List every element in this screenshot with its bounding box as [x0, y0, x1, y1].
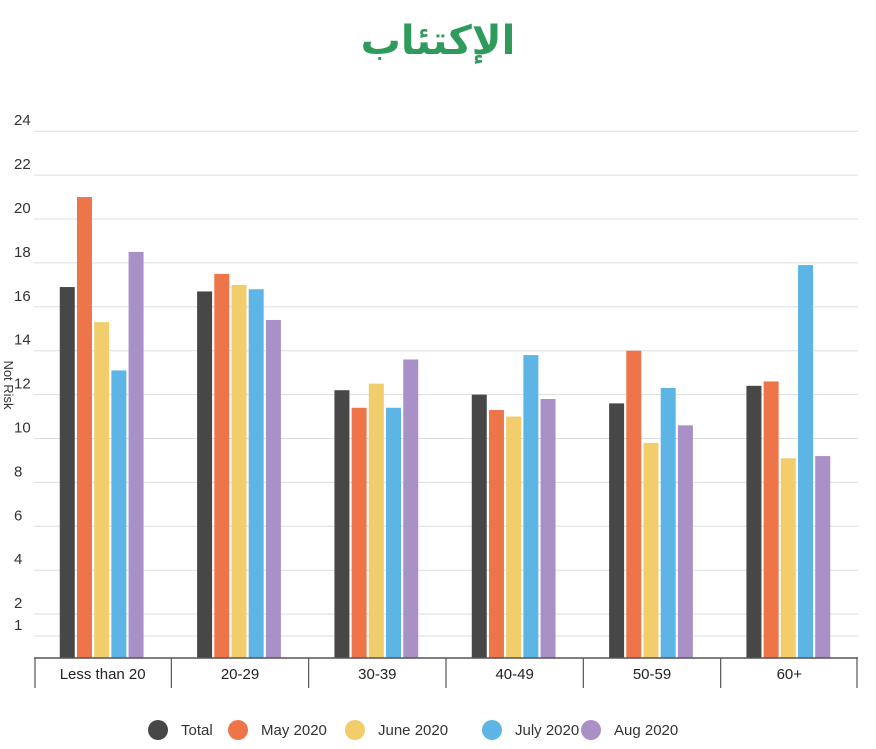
bar-july-2020: [386, 407, 402, 658]
y-tick-label: 6: [14, 507, 22, 524]
bar-may-2020: [76, 197, 92, 659]
legend-item: Aug 2020: [581, 720, 678, 740]
bar-may-2020: [763, 381, 779, 658]
bar-june-2020: [368, 383, 384, 658]
bar-aug-2020: [815, 456, 831, 658]
bar-june-2020: [231, 284, 247, 658]
bar-may-2020: [626, 350, 642, 658]
y-tick-label: 22: [14, 156, 31, 173]
legend-label: Aug 2020: [614, 722, 678, 739]
legend-swatch: [345, 720, 365, 740]
y-tick-label: 4: [14, 551, 22, 568]
bar-total: [197, 291, 213, 658]
bar-july-2020: [248, 289, 264, 658]
legend-swatch: [581, 720, 601, 740]
y-tick-label: 10: [14, 420, 31, 437]
category-label: 60+: [777, 666, 803, 683]
bar-total: [59, 287, 75, 658]
bar-july-2020: [111, 370, 127, 658]
bar-may-2020: [214, 273, 230, 658]
legend-swatch: [148, 720, 168, 740]
bar-aug-2020: [677, 425, 693, 658]
legend-swatch: [228, 720, 248, 740]
bar-june-2020: [643, 442, 659, 658]
legend-item: May 2020: [228, 720, 327, 740]
bar-june-2020: [94, 322, 110, 658]
legend-item: Total: [148, 720, 213, 740]
y-tick-label: 2: [14, 595, 22, 612]
category-label: 30-39: [358, 666, 396, 683]
grid-lines: [34, 130, 858, 637]
bar-may-2020: [488, 409, 504, 658]
bar-july-2020: [660, 388, 676, 658]
y-tick-label: 1: [14, 617, 22, 634]
y-tick-label: 14: [14, 332, 31, 349]
y-tick-label: 18: [14, 244, 31, 261]
y-tick-label: 12: [14, 376, 31, 393]
bar-total: [746, 385, 762, 658]
bar-total: [609, 403, 625, 658]
x-axis: [34, 657, 858, 688]
legend-label: June 2020: [378, 722, 448, 739]
legend-label: May 2020: [261, 722, 327, 739]
bar-total: [471, 394, 487, 658]
bars: [59, 197, 831, 659]
bar-july-2020: [523, 355, 539, 658]
legend-label: Total: [181, 722, 213, 739]
legend-swatch: [482, 720, 502, 740]
category-labels: Less than 20 20-29 30-39 40-49 50-59 60+: [60, 666, 803, 683]
legend-label: July 2020: [515, 722, 579, 739]
y-tick-label: 16: [14, 288, 31, 305]
category-label: 50-59: [633, 666, 671, 683]
y-axis-label: Not Risk: [1, 360, 16, 410]
bar-total: [334, 390, 350, 658]
bar-aug-2020: [540, 398, 556, 658]
y-tick-label: 20: [14, 200, 31, 217]
legend-item: June 2020: [345, 720, 448, 740]
category-label: 20-29: [221, 666, 259, 683]
category-label: Less than 20: [60, 666, 146, 683]
bar-aug-2020: [128, 251, 144, 659]
bar-july-2020: [798, 265, 814, 658]
y-tick-label: 8: [14, 463, 22, 480]
bar-aug-2020: [265, 319, 281, 658]
bar-june-2020: [780, 458, 796, 658]
bar-aug-2020: [403, 359, 419, 658]
bar-june-2020: [506, 416, 522, 658]
y-tick-label: 24: [14, 112, 31, 129]
category-label: 40-49: [495, 666, 533, 683]
bar-may-2020: [351, 407, 367, 658]
chart-title: الإكتئاب: [360, 18, 516, 64]
legend: Total May 2020 June 2020 July 2020 Aug 2020: [148, 720, 678, 740]
legend-item: July 2020: [482, 720, 579, 740]
